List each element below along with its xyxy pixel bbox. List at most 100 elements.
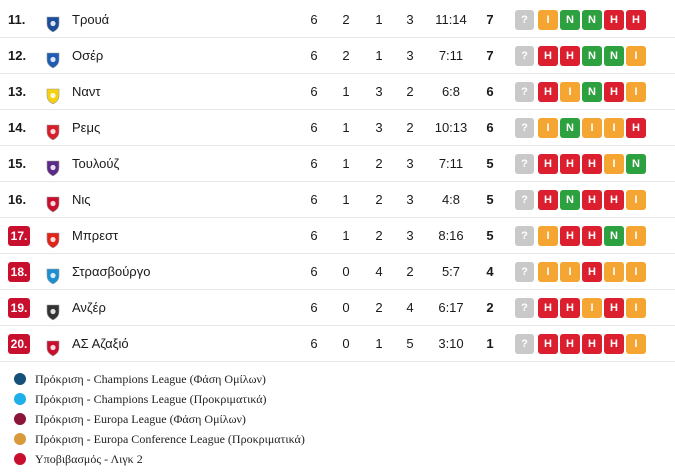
nice-crest-icon xyxy=(44,191,62,213)
draw-badge[interactable]: I xyxy=(604,118,624,138)
team-name[interactable]: Νις xyxy=(72,192,91,207)
table-row[interactable]: 16. Νις 6 1 2 3 4:8 5? H N H H I xyxy=(0,182,675,218)
draw-badge[interactable]: I xyxy=(604,154,624,174)
team-name[interactable]: Τρουά xyxy=(72,12,110,27)
team-name[interactable]: Τουλούζ xyxy=(72,156,120,171)
draw-badge[interactable]: I xyxy=(538,226,558,246)
played-count: 6 xyxy=(310,228,318,243)
losses-count: 5 xyxy=(406,336,414,351)
draws-count: 4 xyxy=(375,264,383,279)
draw-badge[interactable]: I xyxy=(604,262,624,282)
table-row[interactable]: 15. Τουλούζ 6 1 2 3 7:11 5? H H H I N xyxy=(0,146,675,182)
win-badge[interactable]: N xyxy=(626,154,646,174)
upcoming-match-badge[interactable]: ? xyxy=(515,226,534,246)
draw-badge[interactable]: I xyxy=(582,118,602,138)
loss-badge[interactable]: H xyxy=(560,226,580,246)
loss-badge[interactable]: H xyxy=(538,334,558,354)
loss-badge[interactable]: H xyxy=(582,334,602,354)
loss-badge[interactable]: H xyxy=(538,298,558,318)
draw-badge[interactable]: I xyxy=(626,190,646,210)
win-badge[interactable]: N xyxy=(582,82,602,102)
points: 7 xyxy=(486,48,494,63)
legend-color-dot xyxy=(14,433,26,445)
draw-badge[interactable]: I xyxy=(626,262,646,282)
draws-count: 2 xyxy=(375,228,383,243)
draw-badge[interactable]: I xyxy=(626,226,646,246)
table-row[interactable]: 12. Οσέρ 6 2 1 3 7:11 7? H H N N I xyxy=(0,38,675,74)
draw-badge[interactable]: I xyxy=(626,82,646,102)
draw-badge[interactable]: I xyxy=(560,262,580,282)
loss-badge[interactable]: H xyxy=(582,190,602,210)
win-badge[interactable]: N xyxy=(582,46,602,66)
loss-badge[interactable]: H xyxy=(538,154,558,174)
draw-badge[interactable]: I xyxy=(538,10,558,30)
loss-badge[interactable]: H xyxy=(604,10,624,30)
team-name[interactable]: Ανζέρ xyxy=(72,300,106,315)
loss-badge[interactable]: H xyxy=(626,10,646,30)
loss-badge[interactable]: H xyxy=(582,226,602,246)
upcoming-match-badge[interactable]: ? xyxy=(515,190,534,210)
form-strip: ? H H H I N xyxy=(515,154,648,174)
win-badge[interactable]: N xyxy=(560,10,580,30)
loss-badge[interactable]: H xyxy=(604,298,624,318)
win-badge[interactable]: N xyxy=(560,190,580,210)
wins-count: 1 xyxy=(342,120,350,135)
upcoming-match-badge[interactable]: ? xyxy=(515,46,534,66)
loss-badge[interactable]: H xyxy=(560,298,580,318)
table-row[interactable]: 20. ΑΣ Αζαξιό 6 0 1 5 3:10 1? H H H H I xyxy=(0,326,675,362)
brest-crest-icon xyxy=(44,227,62,249)
loss-badge[interactable]: H xyxy=(538,82,558,102)
loss-badge[interactable]: H xyxy=(604,82,624,102)
win-badge[interactable]: N xyxy=(560,118,580,138)
form-strip: ? H H H H I xyxy=(515,334,648,354)
team-name[interactable]: Ρεμς xyxy=(72,120,101,135)
loss-badge[interactable]: H xyxy=(560,154,580,174)
win-badge[interactable]: N xyxy=(604,46,624,66)
table-row[interactable]: 17. Μπρεστ 6 1 2 3 8:16 5? I H H N I xyxy=(0,218,675,254)
draw-badge[interactable]: I xyxy=(538,118,558,138)
upcoming-match-badge[interactable]: ? xyxy=(515,118,534,138)
table-row[interactable]: 11. Τρουά 6 2 1 3 11:14 7? I N N H H xyxy=(0,2,675,38)
upcoming-match-badge[interactable]: ? xyxy=(515,154,534,174)
upcoming-match-badge[interactable]: ? xyxy=(515,262,534,282)
team-name[interactable]: ΑΣ Αζαξιό xyxy=(72,336,129,351)
played-count: 6 xyxy=(310,12,318,27)
draw-badge[interactable]: I xyxy=(582,298,602,318)
loss-badge[interactable]: H xyxy=(538,46,558,66)
win-badge[interactable]: N xyxy=(604,226,624,246)
loss-badge[interactable]: H xyxy=(538,190,558,210)
loss-badge[interactable]: H xyxy=(582,154,602,174)
loss-badge[interactable]: H xyxy=(626,118,646,138)
points: 5 xyxy=(486,156,494,171)
loss-badge[interactable]: H xyxy=(604,190,624,210)
draws-count: 2 xyxy=(375,156,383,171)
upcoming-match-badge[interactable]: ? xyxy=(515,298,534,318)
loss-badge[interactable]: H xyxy=(604,334,624,354)
draw-badge[interactable]: I xyxy=(538,262,558,282)
win-badge[interactable]: N xyxy=(582,10,602,30)
legend-item: Πρόκριση - Champions League (Φάση Ομίλων… xyxy=(12,369,612,389)
form-strip: ? H N H H I xyxy=(515,190,648,210)
table-row[interactable]: 14. Ρεμς 6 1 3 2 10:13 6? I N I I H xyxy=(0,110,675,146)
legend-color-dot xyxy=(14,413,26,425)
team-name[interactable]: Μπρεστ xyxy=(72,228,119,243)
table-row[interactable]: 13. Ναντ 6 1 3 2 6:8 6? H I N H I xyxy=(0,74,675,110)
draw-badge[interactable]: I xyxy=(626,334,646,354)
loss-badge[interactable]: H xyxy=(560,334,580,354)
goals-ratio: 11:14 xyxy=(435,12,467,27)
table-row[interactable]: 19. Ανζέρ 6 0 2 4 6:17 2? H H I H I xyxy=(0,290,675,326)
table-row[interactable]: 18. Στρασβούργο 6 0 4 2 5:7 4? I I H I I xyxy=(0,254,675,290)
loss-badge[interactable]: H xyxy=(582,262,602,282)
draw-badge[interactable]: I xyxy=(626,298,646,318)
loss-badge[interactable]: H xyxy=(560,46,580,66)
draw-badge[interactable]: I xyxy=(560,82,580,102)
upcoming-match-badge[interactable]: ? xyxy=(515,82,534,102)
legend-label: Πρόκριση - Champions League (Προκριματικ… xyxy=(35,392,267,406)
team-name[interactable]: Στρασβούργο xyxy=(72,264,151,279)
upcoming-match-badge[interactable]: ? xyxy=(515,334,534,354)
upcoming-match-badge[interactable]: ? xyxy=(515,10,534,30)
team-name[interactable]: Οσέρ xyxy=(72,48,104,63)
goals-ratio: 8:16 xyxy=(438,228,464,243)
team-name[interactable]: Ναντ xyxy=(72,84,101,99)
draw-badge[interactable]: I xyxy=(626,46,646,66)
